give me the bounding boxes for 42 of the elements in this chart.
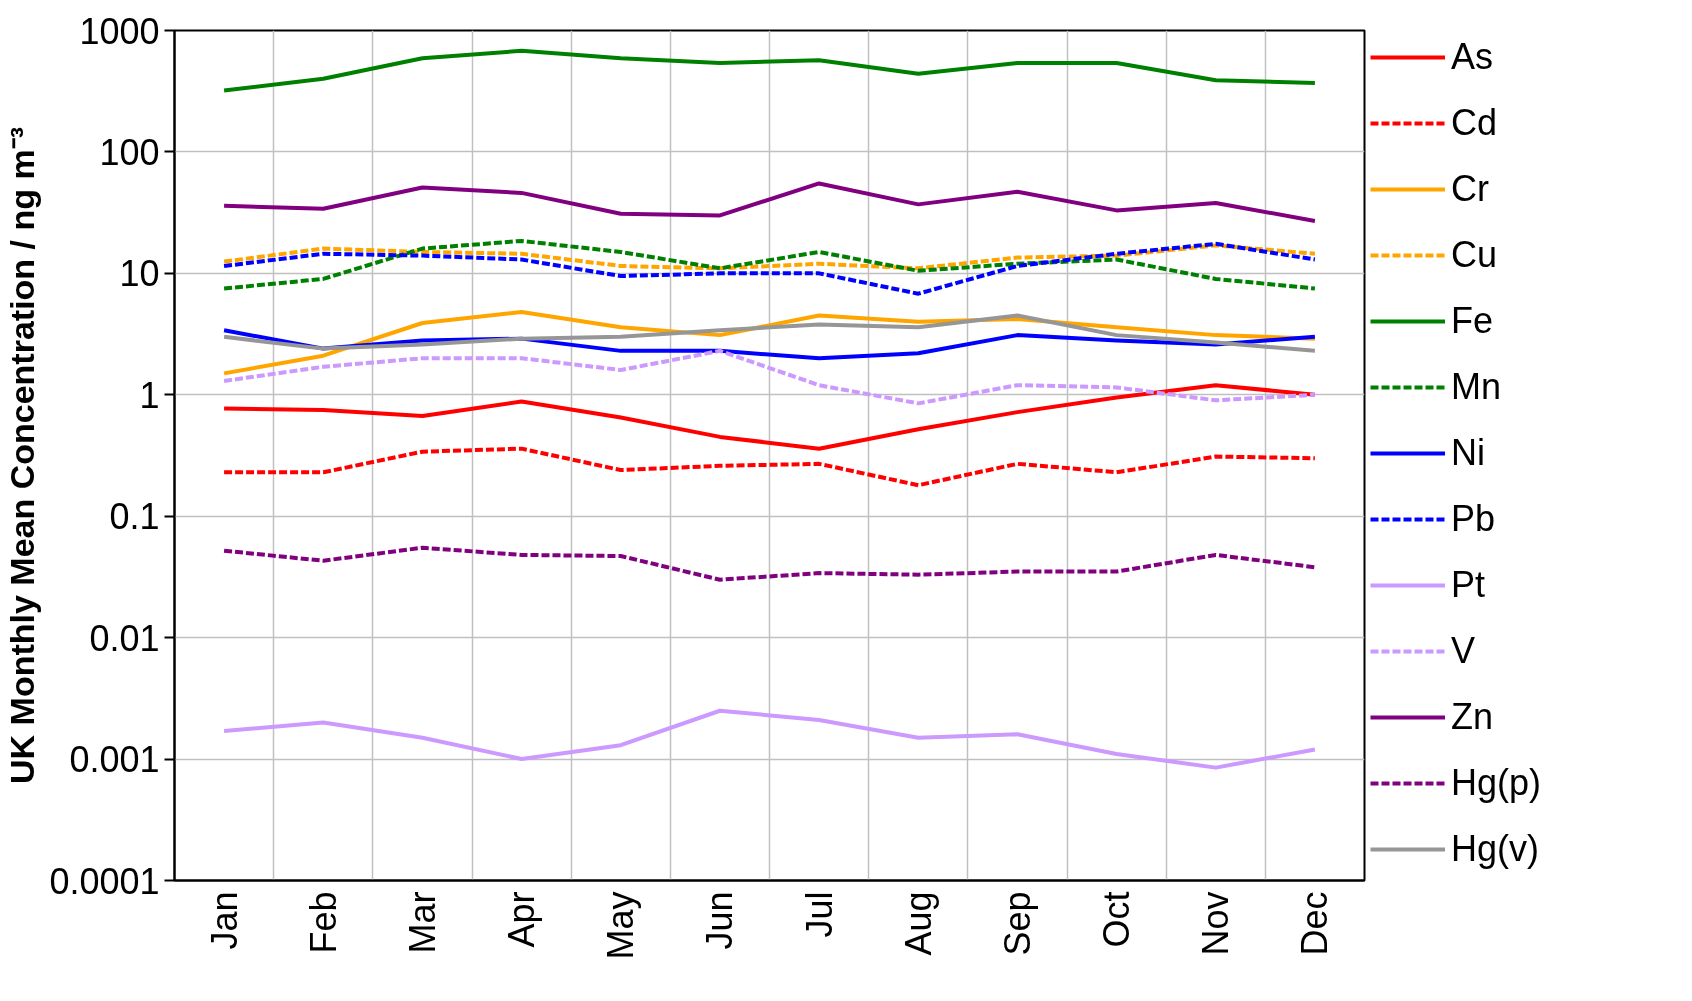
x-tick-label: Sep bbox=[996, 891, 1038, 956]
y-tick-label: 1 bbox=[139, 374, 160, 416]
line-series bbox=[222, 348, 1317, 406]
legend-label: Fe bbox=[1451, 300, 1494, 342]
legend-label: Mn bbox=[1451, 366, 1502, 408]
line-series bbox=[222, 708, 1317, 770]
legend-label: Ni bbox=[1451, 432, 1485, 474]
line-series bbox=[222, 181, 1317, 223]
x-tick-label: Aug bbox=[897, 891, 939, 956]
legend-label: Zn bbox=[1451, 696, 1494, 738]
legend-label: As bbox=[1451, 36, 1494, 78]
legend-label: Cu bbox=[1451, 234, 1498, 276]
y-tick-label: 0.1 bbox=[109, 496, 160, 538]
line-series bbox=[222, 313, 1317, 353]
line-series bbox=[222, 48, 1317, 93]
line-series bbox=[222, 243, 1317, 271]
line-series bbox=[222, 446, 1317, 488]
y-tick-label: 1000 bbox=[79, 10, 160, 52]
x-tick-label: Feb bbox=[302, 891, 344, 954]
legend-label: Cr bbox=[1451, 168, 1489, 210]
y-tick-label: 10 bbox=[119, 253, 160, 295]
legend-label: Hg(p) bbox=[1451, 762, 1542, 804]
x-tick-label: Jul bbox=[798, 891, 840, 938]
x-tick-label: Dec bbox=[1294, 891, 1336, 956]
x-tick-label: Mar bbox=[401, 891, 443, 954]
y-axis-title: UK Monthly Mean Concentration / ng m⁻³ bbox=[3, 127, 42, 784]
y-tick-label: 0.01 bbox=[89, 617, 160, 659]
x-tick-label: Jun bbox=[699, 891, 741, 950]
legend-label: Pt bbox=[1451, 564, 1486, 606]
y-tick-label: 0.001 bbox=[69, 739, 160, 781]
y-tick-label: 100 bbox=[99, 131, 160, 173]
legend-label: Hg(v) bbox=[1451, 828, 1539, 870]
legend-label: Cd bbox=[1451, 102, 1498, 144]
x-tick-label: May bbox=[600, 891, 642, 960]
x-tick-label: Nov bbox=[1195, 891, 1237, 956]
legend-label: V bbox=[1451, 630, 1476, 672]
x-tick-label: Oct bbox=[1096, 891, 1138, 948]
x-tick-label: Apr bbox=[501, 891, 543, 948]
line-series bbox=[222, 545, 1317, 582]
x-tick-label: Jan bbox=[203, 891, 245, 950]
legend-label: Pb bbox=[1451, 498, 1496, 540]
y-tick-label: 0.0001 bbox=[49, 860, 160, 902]
